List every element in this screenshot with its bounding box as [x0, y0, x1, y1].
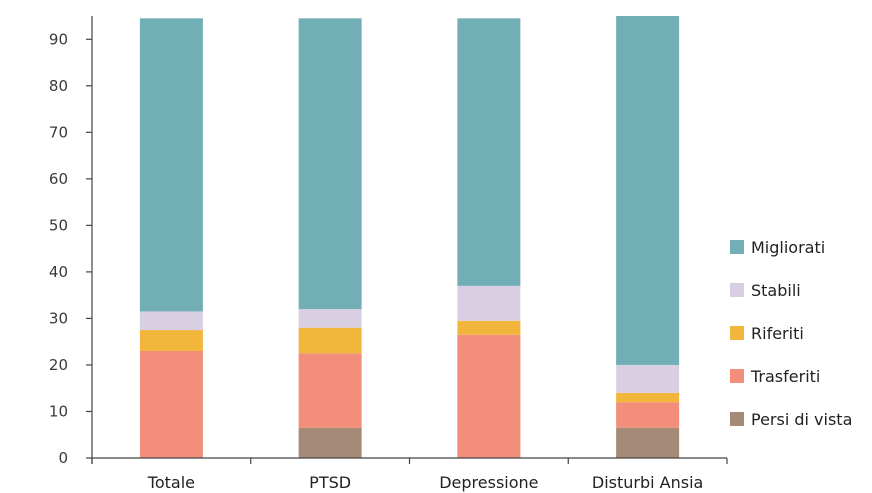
legend-label: Riferiti [751, 324, 804, 343]
bar-disturbi-ansia-persi-di-vista [616, 427, 680, 458]
bar-totale-stabili [139, 311, 203, 331]
bar-disturbi-ansia-migliorati [616, 16, 680, 365]
bar-depressione-migliorati [457, 18, 521, 286]
x-category-label: Disturbi Ansia [592, 473, 703, 492]
legend-item-stabili: Stabili [730, 281, 801, 300]
bar-ptsd-stabili [298, 309, 362, 328]
legend-label: Migliorati [751, 238, 825, 257]
legend-swatch [730, 240, 744, 254]
bar-depressione-stabili [457, 285, 521, 321]
legend: Migliorati Stabili Riferiti Trasferiti Persi… [730, 238, 852, 429]
y-tick-label: 70 [49, 123, 68, 141]
legend-item-riferiti: Riferiti [730, 324, 804, 343]
bar-ptsd-trasferiti [298, 353, 362, 428]
legend-swatch [730, 283, 744, 297]
x-category-label: Totale [147, 473, 195, 492]
bars-group [139, 16, 680, 458]
legend-label: Trasferiti [750, 367, 820, 386]
bar-ptsd-riferiti [298, 327, 362, 354]
legend-label: Stabili [751, 281, 801, 300]
bar-totale-trasferiti [139, 350, 203, 458]
legend-label: Persi di vista [751, 410, 852, 429]
x-category-label: PTSD [309, 473, 351, 492]
bar-totale-migliorati [139, 18, 203, 312]
bar-depressione-riferiti [457, 320, 521, 335]
legend-swatch [730, 412, 744, 426]
bar-ptsd-persi-di-vista [298, 427, 362, 458]
legend-swatch [730, 369, 744, 383]
y-tick-label: 60 [49, 170, 68, 188]
x-category-label: Depressione [439, 473, 538, 492]
legend-item-trasferiti: Trasferiti [730, 367, 820, 386]
bar-ptsd-migliorati [298, 18, 362, 310]
bar-disturbi-ansia-stabili [616, 364, 680, 393]
legend-item-migliorati: Migliorati [730, 238, 825, 257]
y-tick-label: 40 [49, 263, 68, 281]
legend-swatch [730, 326, 744, 340]
y-tick-label: 90 [49, 30, 68, 48]
bar-depressione-trasferiti [457, 334, 521, 458]
bar-disturbi-ansia-trasferiti [616, 402, 680, 428]
y-tick-label: 20 [49, 356, 68, 374]
legend-item-persi-di-vista: Persi di vista [730, 410, 852, 429]
y-tick-label: 80 [49, 77, 68, 95]
y-tick-label: 0 [58, 449, 68, 467]
axes-group: 0 10 20 30 40 50 60 70 80 90 Totale PTSD Depressione… [49, 16, 728, 492]
bar-disturbi-ansia-riferiti [616, 392, 680, 403]
bar-totale-riferiti [139, 330, 203, 351]
y-tick-label: 50 [49, 216, 68, 234]
y-tick-label: 10 [49, 402, 68, 420]
y-tick-label: 30 [49, 309, 68, 327]
